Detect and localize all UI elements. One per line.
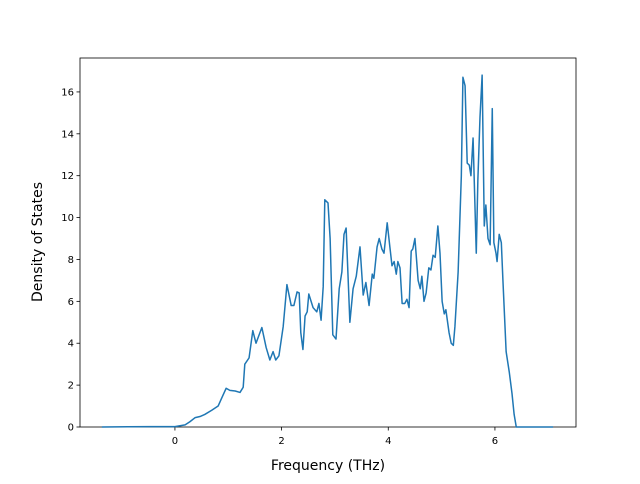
axes-frame — [79, 57, 577, 428]
y-tick-label: 6 — [68, 297, 74, 308]
y-tick-label: 14 — [61, 129, 74, 140]
x-tick-label: 0 — [172, 436, 178, 447]
x-tick-label: 6 — [492, 436, 498, 447]
x-axis-label: Frequency (THz) — [271, 458, 385, 474]
y-tick-label: 10 — [61, 213, 74, 224]
y-tick-label: 8 — [68, 255, 74, 266]
x-tick-label: 2 — [278, 436, 284, 447]
y-tick-label: 4 — [68, 339, 74, 350]
y-tick-label: 0 — [68, 423, 74, 434]
y-tick-label: 12 — [61, 171, 74, 182]
y-axis-label: Density of States — [30, 182, 46, 302]
y-tick-label: 16 — [61, 87, 74, 98]
x-tick-label: 4 — [385, 436, 391, 447]
dos-line — [101, 74, 554, 428]
y-tick-label: 2 — [68, 381, 74, 392]
